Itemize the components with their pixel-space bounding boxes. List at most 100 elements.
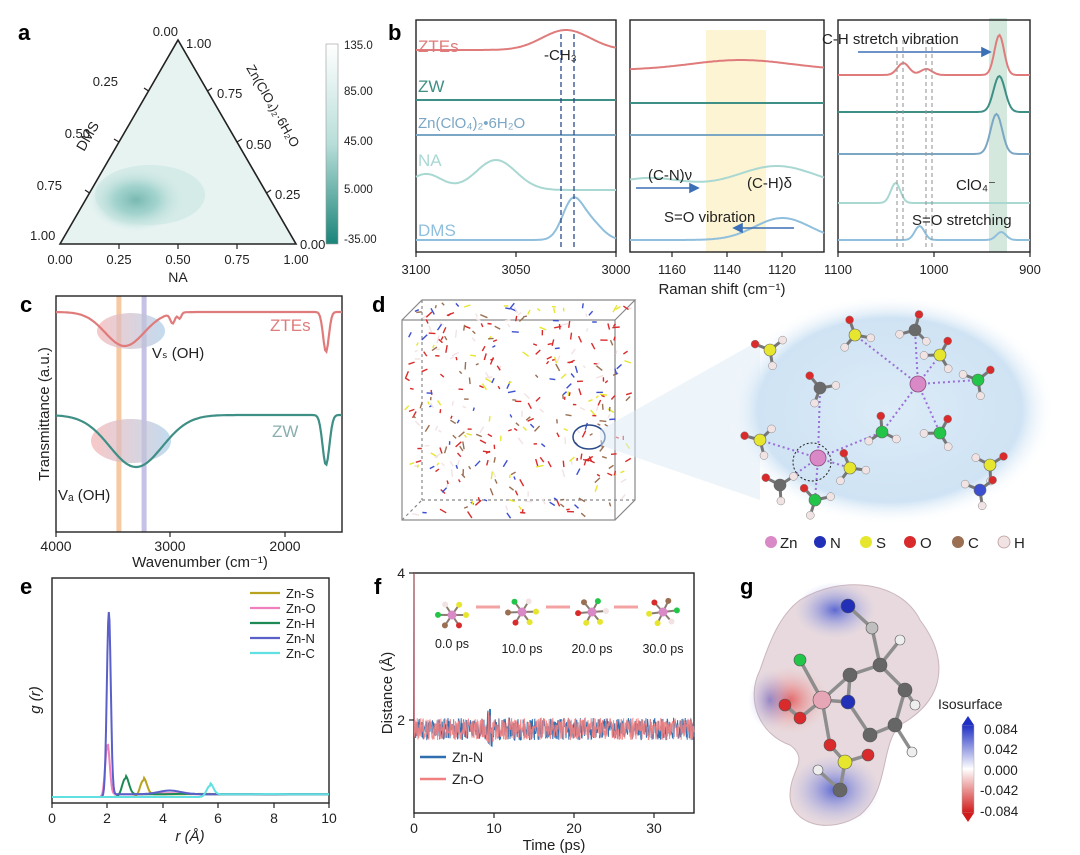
esp-atom [861, 748, 875, 762]
cluster-atom [908, 323, 922, 337]
raman-series-line-4 [416, 196, 617, 241]
esp-atom [840, 598, 856, 614]
distance-xtick: 0 [410, 820, 418, 836]
ternary-colorbar-tick: 85.00 [344, 86, 373, 98]
md-bond [595, 361, 601, 368]
md-bond [430, 307, 435, 315]
cluster-atom [776, 496, 786, 506]
md-bond [556, 432, 560, 438]
md-bond [527, 417, 534, 422]
raman-xlabel: Raman shift (cm⁻¹) [658, 281, 785, 298]
md-bond [624, 359, 632, 364]
md-bond [555, 363, 561, 372]
ftir-tick: 4000 [40, 538, 71, 554]
md-bond [414, 420, 421, 427]
raman-tick: 1120 [768, 262, 796, 277]
md-bond [578, 388, 582, 396]
esp-colorbar-tick: 0.084 [984, 722, 1018, 737]
raman-label-znclo4: Zn(ClO₄)₂•6H₂O [418, 115, 525, 132]
md-bond [565, 414, 572, 417]
ternary-bottom-tick: 0.00 [47, 252, 72, 267]
md-bond [429, 465, 435, 470]
md-bond [551, 339, 555, 346]
c-atom-icon [952, 536, 964, 548]
md-bond [607, 413, 611, 419]
ternary-left-tick: 0.75 [37, 178, 62, 193]
raman-tick: 1100 [824, 262, 852, 277]
panel-b: b ZTEs ZW Zn(ClO₄)₂•6H₂O NA DMS [388, 18, 1041, 298]
cluster-atom [763, 343, 777, 357]
md-bond [579, 406, 586, 411]
cluster-atom [845, 315, 854, 325]
snapshot-strip [435, 597, 680, 629]
md-bond [510, 471, 516, 476]
ternary-ticks [84, 87, 272, 249]
ternary-colorbar-tick: -35.00 [344, 234, 377, 246]
md-bond [627, 307, 632, 310]
md-bond [443, 446, 448, 454]
md-bond [492, 344, 496, 348]
md-bond [596, 473, 601, 477]
md-bond [438, 338, 443, 344]
md-bond [588, 456, 593, 463]
legend-h: H [1014, 535, 1025, 552]
md-bond [508, 474, 511, 479]
md-bond [536, 464, 544, 468]
md-bond [480, 313, 488, 319]
rdf-tick-marks [51, 803, 330, 808]
md-bond [604, 380, 609, 384]
coordination-bond [917, 383, 941, 434]
ternary-bottom-tick: 0.25 [106, 252, 131, 267]
md-bond [481, 383, 487, 391]
md-bond [623, 350, 628, 355]
cluster-atom [973, 483, 987, 497]
ftir-label-ztes: ZTEs [270, 316, 311, 335]
rdf-curves [52, 611, 329, 798]
esp-atom [909, 699, 921, 711]
md-bond [518, 316, 525, 323]
legend-o: O [920, 535, 932, 552]
raman-ch3-markers [560, 34, 575, 250]
md-bond [570, 460, 573, 465]
cluster-atom [753, 433, 767, 447]
raman-annotation-ch-stretch: C-H stretch vibration [822, 31, 959, 48]
cluster-atom [960, 479, 970, 489]
cluster-atom [958, 370, 968, 379]
raman-series-line-4 [838, 224, 1030, 241]
md-bond [529, 423, 535, 429]
cluster-atom [999, 452, 1008, 461]
distance-xlabel: Time (ps) [523, 837, 586, 854]
md-bond [546, 355, 553, 360]
md-bond [481, 345, 486, 352]
esp-atom [793, 711, 807, 725]
md-bond [545, 360, 550, 365]
cluster-atom [813, 381, 827, 395]
md-bond [581, 303, 584, 309]
md-bond [616, 363, 622, 370]
raman-series-line-0 [838, 33, 1030, 76]
md-bond [515, 422, 520, 427]
panel-d-label: d [372, 292, 385, 317]
md-bond [455, 302, 460, 307]
md-bond [517, 437, 524, 445]
snapshot-atom [583, 619, 590, 626]
md-bond [534, 374, 539, 378]
md-bond [620, 478, 627, 483]
md-bond [441, 462, 446, 467]
cluster-atom [805, 371, 814, 380]
md-bond [507, 323, 511, 328]
cluster-atom [840, 343, 849, 352]
md-bond [421, 334, 428, 341]
ternary-bottom-right-label: 0.00 [300, 237, 325, 252]
ftir-tick: 2000 [269, 538, 300, 554]
md-bond [514, 490, 519, 496]
md-bond [535, 349, 541, 355]
esp-atom [894, 634, 906, 646]
md-bond [523, 392, 531, 400]
md-bond [439, 373, 445, 378]
snapshot-atom [651, 599, 658, 606]
md-bond [615, 350, 618, 355]
md-bond [590, 342, 596, 350]
cluster-zn-atom [809, 449, 827, 467]
cluster-atom [810, 398, 819, 408]
